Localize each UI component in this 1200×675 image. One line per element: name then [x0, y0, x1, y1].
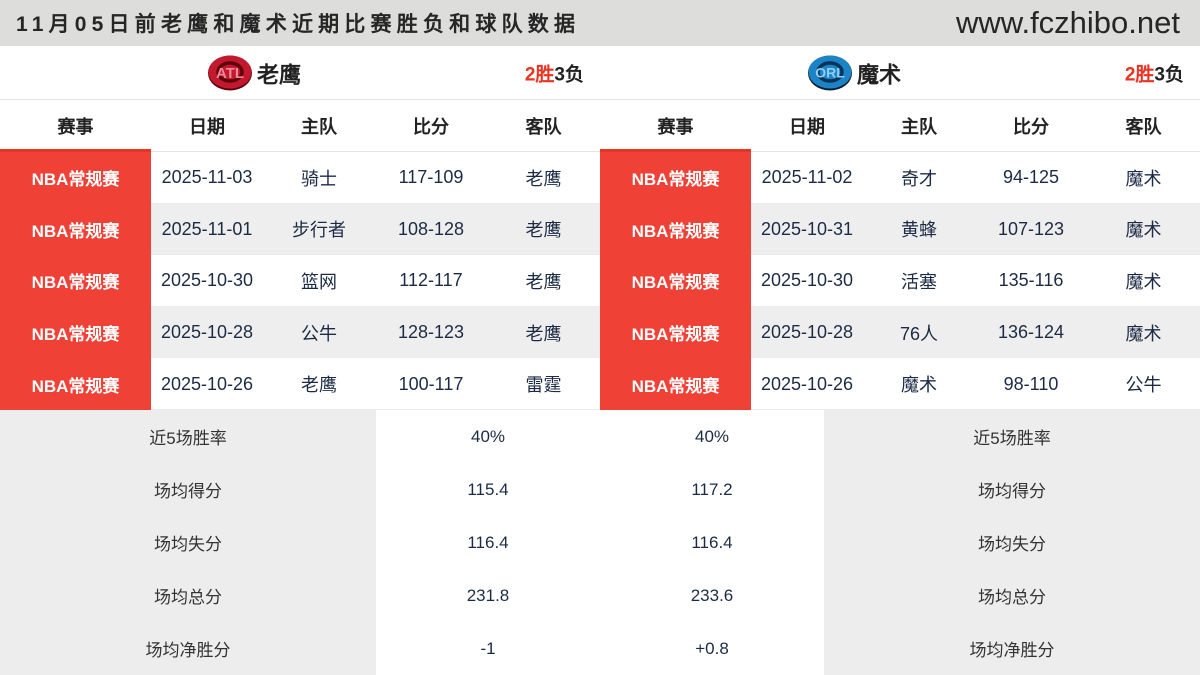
svg-text:ORL: ORL [815, 65, 845, 81]
svg-text:ATL: ATL [216, 65, 244, 82]
